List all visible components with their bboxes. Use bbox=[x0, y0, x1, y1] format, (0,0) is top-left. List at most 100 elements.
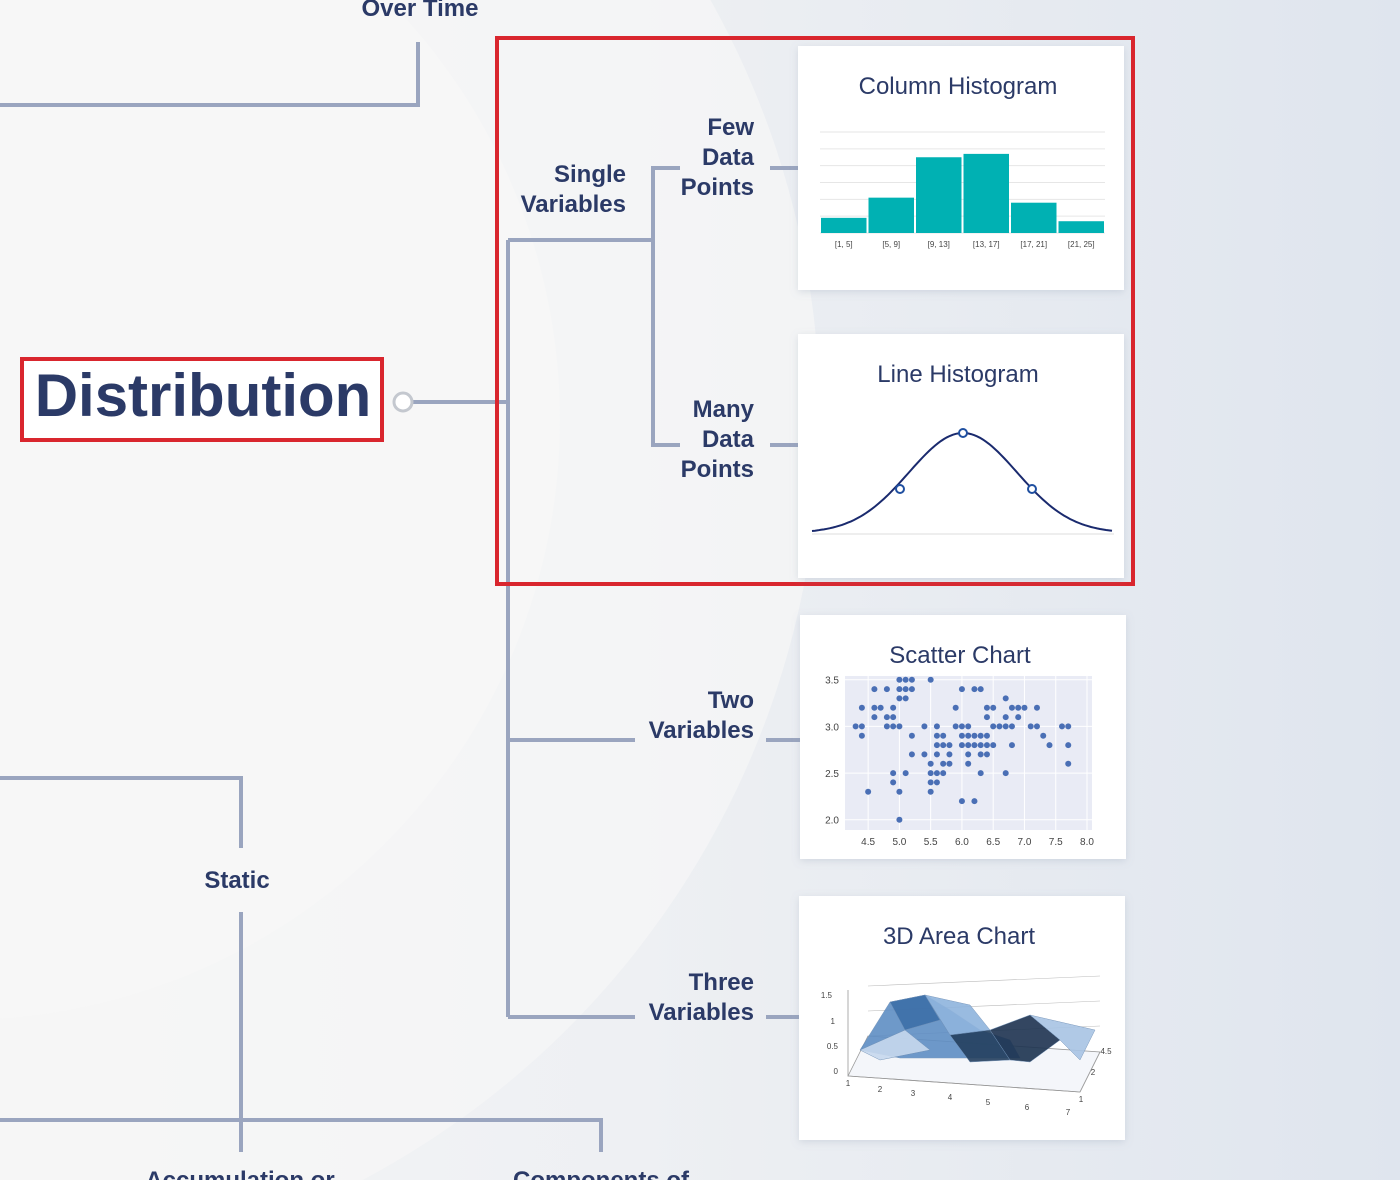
point bbox=[933, 751, 940, 758]
point bbox=[921, 723, 928, 730]
connector bbox=[0, 1118, 603, 1152]
point bbox=[1058, 723, 1065, 730]
y-tick-label: 1 bbox=[1079, 1095, 1084, 1104]
x-tick-label: 7.0 bbox=[1018, 837, 1032, 848]
connectors bbox=[0, 42, 800, 1152]
x-tick-label: 6.0 bbox=[955, 837, 969, 848]
point bbox=[933, 732, 940, 739]
point bbox=[896, 723, 903, 730]
bar bbox=[916, 157, 962, 233]
x-tick-label: 4 bbox=[948, 1093, 953, 1102]
point bbox=[958, 723, 965, 730]
node-label: Variables bbox=[649, 999, 754, 1026]
header-label: Components of bbox=[513, 1167, 690, 1180]
point bbox=[1040, 732, 1047, 739]
point bbox=[958, 742, 965, 749]
point bbox=[958, 686, 965, 693]
point bbox=[890, 714, 897, 721]
point bbox=[883, 714, 890, 721]
bar bbox=[821, 217, 867, 233]
point bbox=[890, 704, 897, 711]
point bbox=[1021, 704, 1028, 711]
y-tick-label: 3.5 bbox=[825, 676, 839, 687]
node-label: Points bbox=[681, 456, 754, 483]
node-label: Many bbox=[693, 396, 755, 423]
point bbox=[965, 723, 972, 730]
point bbox=[1027, 723, 1034, 730]
point bbox=[971, 742, 978, 749]
z-tick-label: 1 bbox=[831, 1017, 836, 1026]
point bbox=[1065, 760, 1072, 767]
point bbox=[965, 760, 972, 767]
point bbox=[983, 704, 990, 711]
point bbox=[958, 798, 965, 805]
z-tick-label: 0.5 bbox=[827, 1042, 839, 1051]
y-tick-label: 2.0 bbox=[825, 816, 839, 827]
y-tick-label: 3.0 bbox=[825, 722, 839, 733]
point bbox=[1033, 723, 1040, 730]
surface bbox=[847, 975, 1101, 1093]
bin-label: [17, 21] bbox=[1020, 240, 1047, 249]
point bbox=[1015, 704, 1022, 711]
highlight-box bbox=[495, 36, 1135, 586]
node-label: Few bbox=[707, 114, 754, 141]
axis-frame bbox=[847, 990, 1101, 1093]
card-title: 3D Area Chart bbox=[883, 923, 1035, 950]
x-tick-label: 5 bbox=[986, 1098, 991, 1107]
curve-point bbox=[1027, 484, 1037, 494]
point bbox=[983, 714, 990, 721]
point bbox=[927, 788, 934, 795]
point bbox=[908, 676, 915, 683]
node-label: Single bbox=[554, 161, 626, 188]
x-tick-label: 7.5 bbox=[1049, 837, 1063, 848]
header-label: Static bbox=[204, 867, 269, 894]
point bbox=[965, 732, 972, 739]
z-tick-label: 0 bbox=[834, 1067, 839, 1076]
x-tick-label: 3 bbox=[911, 1089, 916, 1098]
point bbox=[1002, 723, 1009, 730]
connector bbox=[0, 42, 420, 107]
point bbox=[865, 788, 872, 795]
surface-facet bbox=[1029, 1014, 1096, 1061]
point bbox=[977, 751, 984, 758]
point bbox=[946, 751, 953, 758]
point bbox=[940, 732, 947, 739]
point bbox=[1002, 770, 1009, 777]
point bbox=[896, 695, 903, 702]
point bbox=[977, 742, 984, 749]
bin-label: [5, 9] bbox=[882, 240, 900, 249]
point bbox=[1033, 704, 1040, 711]
x-tick-label: 5.5 bbox=[924, 837, 938, 848]
point bbox=[883, 723, 890, 730]
header-label: Over Time bbox=[362, 0, 479, 22]
surface-facet bbox=[989, 1014, 1061, 1063]
card-title: Scatter Chart bbox=[889, 642, 1031, 669]
root-port bbox=[392, 391, 414, 413]
y-tick-label: 2 bbox=[1091, 1068, 1096, 1077]
point bbox=[927, 770, 934, 777]
node-label: Two bbox=[708, 687, 754, 714]
point bbox=[990, 742, 997, 749]
point bbox=[983, 732, 990, 739]
point bbox=[858, 732, 865, 739]
point bbox=[1008, 742, 1015, 749]
point bbox=[933, 742, 940, 749]
node-label: Variables bbox=[649, 717, 754, 744]
point bbox=[883, 686, 890, 693]
surface-facet bbox=[859, 1029, 931, 1061]
bin-label: [9, 13] bbox=[928, 240, 950, 249]
point bbox=[1008, 704, 1015, 711]
point bbox=[871, 686, 878, 693]
point bbox=[896, 686, 903, 693]
card bbox=[798, 334, 1124, 578]
bg-arc bbox=[0, 0, 560, 1019]
x-tick-label: 5.0 bbox=[892, 837, 906, 848]
connector bbox=[766, 166, 800, 1019]
card-title: Column Histogram bbox=[859, 73, 1058, 100]
x-tick-label: 4.5 bbox=[861, 837, 875, 848]
root-label: Distribution bbox=[35, 362, 372, 429]
point bbox=[971, 798, 978, 805]
point bbox=[902, 695, 909, 702]
point bbox=[990, 723, 997, 730]
bar bbox=[868, 197, 914, 233]
